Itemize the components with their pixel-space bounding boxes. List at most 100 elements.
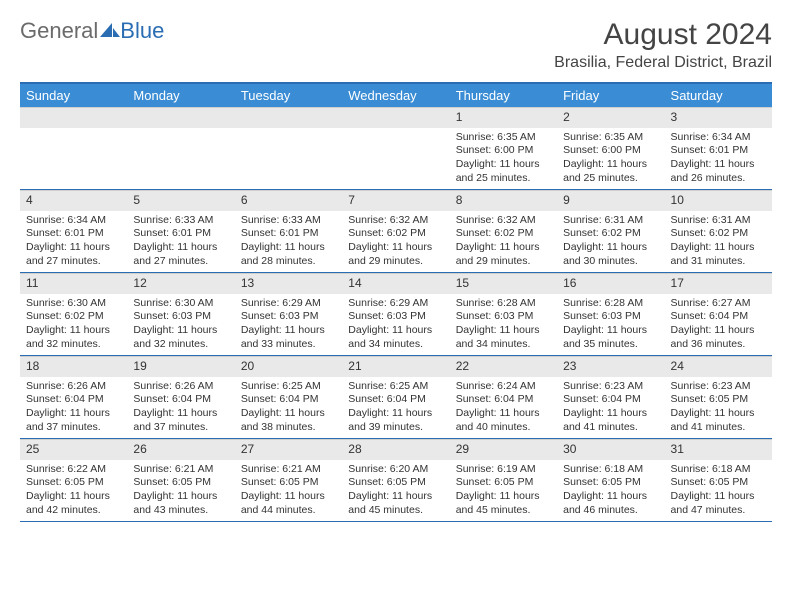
- logo: General Blue: [20, 18, 164, 44]
- daylight-text: Daylight: 11 hours and 25 minutes.: [456, 158, 551, 185]
- sunrise-text: Sunrise: 6:33 AM: [241, 214, 336, 228]
- page-header: General Blue August 2024 Brasilia, Feder…: [20, 18, 772, 72]
- day-number: 13: [235, 273, 342, 294]
- sunrise-text: Sunrise: 6:28 AM: [456, 297, 551, 311]
- sunset-text: Sunset: 6:05 PM: [26, 476, 121, 490]
- sunrise-text: Sunrise: 6:25 AM: [348, 380, 443, 394]
- day-cell: 25 Sunrise: 6:22 AMSunset: 6:05 PMDayligh…: [20, 439, 127, 521]
- day-number: 30: [557, 439, 664, 460]
- day-number: 25: [20, 439, 127, 460]
- day-number: 8: [450, 190, 557, 211]
- daylight-text: Daylight: 11 hours and 26 minutes.: [671, 158, 766, 185]
- daylight-text: Daylight: 11 hours and 38 minutes.: [241, 407, 336, 434]
- sunrise-text: Sunrise: 6:33 AM: [133, 214, 228, 228]
- day-cell: 8Sunrise: 6:32 AMSunset: 6:02 PMDaylight…: [450, 190, 557, 272]
- day-header: Monday: [127, 84, 234, 107]
- day-content: Sunrise: 6:20 AMSunset: 6:05 PMDaylight:…: [342, 460, 449, 521]
- day-cell: [127, 107, 234, 189]
- day-cell: [342, 107, 449, 189]
- week-row: 1Sunrise: 6:35 AMSunset: 6:00 PMDaylight…: [20, 107, 772, 190]
- logo-sail-icon: [100, 18, 120, 44]
- day-number: 21: [342, 356, 449, 377]
- daylight-text: Daylight: 11 hours and 34 minutes.: [456, 324, 551, 351]
- day-number: 2: [557, 107, 664, 128]
- day-number: 7: [342, 190, 449, 211]
- day-content: Sunrise: 6:18 AMSunset: 6:05 PMDaylight:…: [665, 460, 772, 521]
- sunset-text: Sunset: 6:00 PM: [563, 144, 658, 158]
- day-content: Sunrise: 6:33 AMSunset: 6:01 PMDaylight:…: [127, 211, 234, 272]
- calendar-grid: Sunday Monday Tuesday Wednesday Thursday…: [20, 82, 772, 522]
- day-cell: 4Sunrise: 6:34 AMSunset: 6:01 PMDaylight…: [20, 190, 127, 272]
- weeks-container: 1Sunrise: 6:35 AMSunset: 6:00 PMDaylight…: [20, 107, 772, 522]
- daylight-text: Daylight: 11 hours and 29 minutes.: [348, 241, 443, 268]
- day-cell: 15Sunrise: 6:28 AMSunset: 6:03 PMDayligh…: [450, 273, 557, 355]
- daylight-text: Daylight: 11 hours and 39 minutes.: [348, 407, 443, 434]
- day-cell: 10Sunrise: 6:31 AMSunset: 6:02 PMDayligh…: [665, 190, 772, 272]
- sunset-text: Sunset: 6:05 PM: [671, 476, 766, 490]
- sunset-text: Sunset: 6:03 PM: [563, 310, 658, 324]
- day-cell: 28Sunrise: 6:20 AMSunset: 6:05 PMDayligh…: [342, 439, 449, 521]
- sunset-text: Sunset: 6:03 PM: [241, 310, 336, 324]
- daylight-text: Daylight: 11 hours and 27 minutes.: [133, 241, 228, 268]
- day-cell: [235, 107, 342, 189]
- sunrise-text: Sunrise: 6:22 AM: [26, 463, 121, 477]
- day-number: 23: [557, 356, 664, 377]
- daylight-text: Daylight: 11 hours and 27 minutes.: [26, 241, 121, 268]
- day-content: Sunrise: 6:25 AMSunset: 6:04 PMDaylight:…: [235, 377, 342, 438]
- day-number: 5: [127, 190, 234, 211]
- day-cell: 6Sunrise: 6:33 AMSunset: 6:01 PMDaylight…: [235, 190, 342, 272]
- sunset-text: Sunset: 6:04 PM: [456, 393, 551, 407]
- daylight-text: Daylight: 11 hours and 30 minutes.: [563, 241, 658, 268]
- sunrise-text: Sunrise: 6:34 AM: [671, 131, 766, 145]
- daylight-text: Daylight: 11 hours and 28 minutes.: [241, 241, 336, 268]
- day-number: 1: [450, 107, 557, 128]
- day-number: 14: [342, 273, 449, 294]
- day-number: 27: [235, 439, 342, 460]
- sunrise-text: Sunrise: 6:29 AM: [348, 297, 443, 311]
- day-content: Sunrise: 6:29 AMSunset: 6:03 PMDaylight:…: [235, 294, 342, 355]
- day-number: [20, 107, 127, 128]
- sunrise-text: Sunrise: 6:32 AM: [456, 214, 551, 228]
- sunrise-text: Sunrise: 6:31 AM: [671, 214, 766, 228]
- day-number: 28: [342, 439, 449, 460]
- day-cell: 20Sunrise: 6:25 AMSunset: 6:04 PMDayligh…: [235, 356, 342, 438]
- sunset-text: Sunset: 6:02 PM: [456, 227, 551, 241]
- day-cell: 16Sunrise: 6:28 AMSunset: 6:03 PMDayligh…: [557, 273, 664, 355]
- day-cell: 5Sunrise: 6:33 AMSunset: 6:01 PMDaylight…: [127, 190, 234, 272]
- daylight-text: Daylight: 11 hours and 41 minutes.: [671, 407, 766, 434]
- day-cell: 11Sunrise: 6:30 AMSunset: 6:02 PMDayligh…: [20, 273, 127, 355]
- day-number: [127, 107, 234, 128]
- sunset-text: Sunset: 6:05 PM: [241, 476, 336, 490]
- day-cell: 18Sunrise: 6:26 AMSunset: 6:04 PMDayligh…: [20, 356, 127, 438]
- day-cell: [20, 107, 127, 189]
- title-block: August 2024 Brasilia, Federal District, …: [554, 18, 772, 72]
- day-content: Sunrise: 6:21 AMSunset: 6:05 PMDaylight:…: [127, 460, 234, 521]
- daylight-text: Daylight: 11 hours and 32 minutes.: [26, 324, 121, 351]
- sunset-text: Sunset: 6:04 PM: [671, 310, 766, 324]
- day-cell: 13Sunrise: 6:29 AMSunset: 6:03 PMDayligh…: [235, 273, 342, 355]
- day-content: Sunrise: 6:23 AMSunset: 6:04 PMDaylight:…: [557, 377, 664, 438]
- day-content: Sunrise: 6:26 AMSunset: 6:04 PMDaylight:…: [20, 377, 127, 438]
- day-cell: 9Sunrise: 6:31 AMSunset: 6:02 PMDaylight…: [557, 190, 664, 272]
- week-row: 11Sunrise: 6:30 AMSunset: 6:02 PMDayligh…: [20, 273, 772, 356]
- sunset-text: Sunset: 6:02 PM: [26, 310, 121, 324]
- sunset-text: Sunset: 6:00 PM: [456, 144, 551, 158]
- day-number: 3: [665, 107, 772, 128]
- day-header: Sunday: [20, 84, 127, 107]
- day-cell: 23Sunrise: 6:23 AMSunset: 6:04 PMDayligh…: [557, 356, 664, 438]
- daylight-text: Daylight: 11 hours and 42 minutes.: [26, 490, 121, 517]
- sunrise-text: Sunrise: 6:23 AM: [671, 380, 766, 394]
- sunrise-text: Sunrise: 6:19 AM: [456, 463, 551, 477]
- day-cell: 7Sunrise: 6:32 AMSunset: 6:02 PMDaylight…: [342, 190, 449, 272]
- daylight-text: Daylight: 11 hours and 34 minutes.: [348, 324, 443, 351]
- day-number: 12: [127, 273, 234, 294]
- day-cell: 24Sunrise: 6:23 AMSunset: 6:05 PMDayligh…: [665, 356, 772, 438]
- day-number: 26: [127, 439, 234, 460]
- day-content: Sunrise: 6:25 AMSunset: 6:04 PMDaylight:…: [342, 377, 449, 438]
- day-content: Sunrise: 6:19 AMSunset: 6:05 PMDaylight:…: [450, 460, 557, 521]
- sunset-text: Sunset: 6:05 PM: [563, 476, 658, 490]
- day-number: 10: [665, 190, 772, 211]
- sunset-text: Sunset: 6:01 PM: [671, 144, 766, 158]
- sunrise-text: Sunrise: 6:32 AM: [348, 214, 443, 228]
- day-content: Sunrise: 6:34 AMSunset: 6:01 PMDaylight:…: [20, 211, 127, 272]
